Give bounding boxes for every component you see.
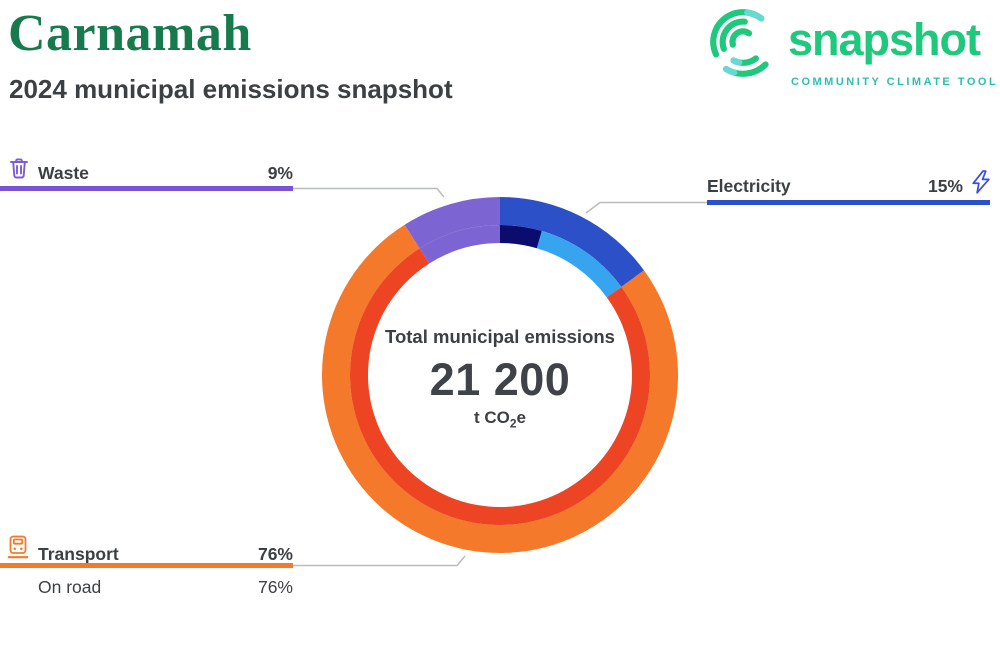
electricity-label-row: Electricity 15% <box>707 176 963 197</box>
transport-underline <box>0 563 293 568</box>
train-icon <box>7 535 29 559</box>
snapshot-wordmark: snapshot <box>788 14 981 65</box>
municipality-title: Carnamah <box>8 5 252 62</box>
donut-segment-waste-sub[interactable] <box>419 225 500 264</box>
transport-percent: 76% <box>257 544 293 564</box>
waste-label-row: Waste 9% <box>38 163 293 184</box>
snapshot-logo: snapshot COMMUNITY CLIMATE TOOL <box>708 0 1000 96</box>
total-emissions-label: Total municipal emissions <box>385 326 615 347</box>
snapshot-tagline: COMMUNITY CLIMATE TOOL <box>791 76 999 88</box>
transport-label: Transport <box>38 544 119 564</box>
lightning-icon <box>972 170 990 194</box>
electricity-leader-line <box>585 201 707 214</box>
waste-label: Waste <box>38 163 89 183</box>
trash-icon <box>10 158 28 179</box>
electricity-percent: 15% <box>927 176 963 196</box>
onroad-label: On road <box>38 577 102 597</box>
waste-underline <box>0 186 293 191</box>
electricity-label: Electricity <box>707 176 791 196</box>
onroad-percent: 76% <box>257 577 293 597</box>
transport-label-row: Transport 76% <box>38 544 293 565</box>
donut-center-text: Total municipal emissions 21 200 t CO2e <box>370 326 630 430</box>
donut-rings <box>322 197 679 553</box>
onroad-label-row: On road 76% <box>38 577 293 598</box>
donut-segment-electricity-sub-dark[interactable] <box>500 225 542 249</box>
waste-leader-line <box>293 187 445 198</box>
snapshot-fingerprint-icon <box>710 9 769 77</box>
transport-leader-line <box>293 555 466 567</box>
waste-percent: 9% <box>267 163 293 183</box>
total-emissions-value: 21 200 <box>429 354 571 405</box>
donut-segment-electricity[interactable] <box>500 197 645 287</box>
donut-segment-electricity-sub-light[interactable] <box>536 230 622 298</box>
emissions-unit: t CO2e <box>473 408 527 431</box>
page-subtitle: 2024 municipal emissions snapshot <box>9 74 453 104</box>
electricity-underline <box>707 200 990 205</box>
donut-segment-waste[interactable] <box>404 197 500 249</box>
